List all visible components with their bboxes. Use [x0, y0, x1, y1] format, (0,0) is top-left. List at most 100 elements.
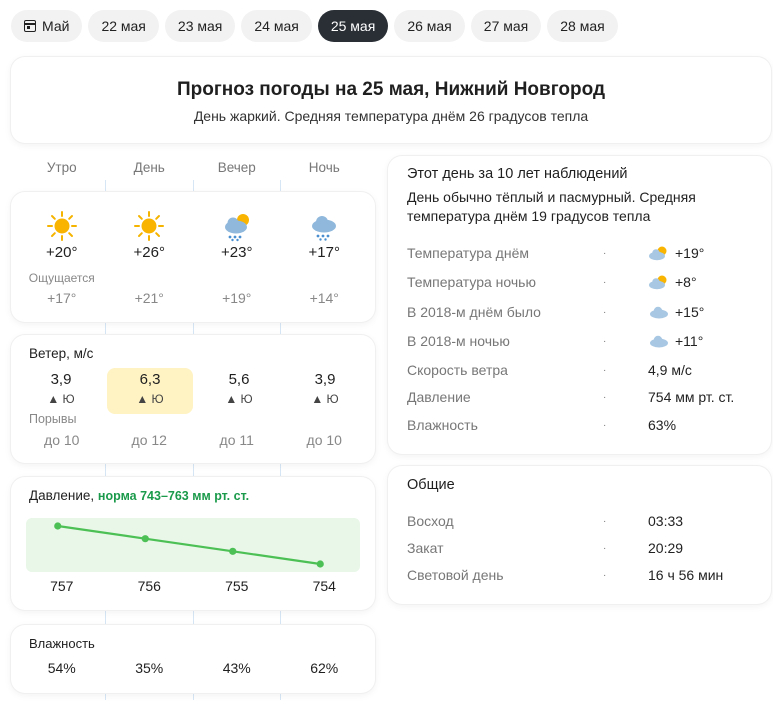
gusts-label: Порывы — [29, 412, 77, 426]
calendar-icon — [24, 20, 36, 32]
climate-row: В 2018-м ночью · +11° — [407, 333, 704, 349]
temperature-value: +26° — [133, 244, 165, 261]
climate-card: Этот день за 10 лет наблюдений День обыч… — [388, 156, 771, 454]
tab-22-may[interactable]: 22 мая — [88, 10, 159, 42]
period-day: День — [133, 160, 165, 175]
tab-28-may[interactable]: 28 мая — [547, 10, 618, 42]
wind-cell: 3,9 ▲ Ю — [282, 368, 368, 414]
gusts-row: до 10 до 12 до 11 до 10 — [18, 432, 368, 448]
feels-like-row: +17° +21° +19° +14° — [18, 290, 368, 306]
wind-speed: 3,9 — [50, 371, 72, 388]
gust-value: до 12 — [131, 432, 167, 448]
gust-value: до 10 — [44, 432, 80, 448]
feels-like-value: +21° — [134, 290, 164, 306]
pressure-title: Давление, норма 743–763 мм рт. ст. — [29, 488, 250, 503]
climate-description: День обычно тёплый и пасмурный. Средняя … — [407, 189, 696, 224]
climate-title: Этот день за 10 лет наблюдений — [407, 166, 628, 182]
wind-arrow-icon: ▲ — [47, 392, 60, 406]
temperature-value: +17° — [308, 244, 340, 261]
wind-speed: 5,6 — [228, 371, 250, 388]
wind-cell: 3,9 ▲ Ю — [18, 368, 104, 414]
pressure-chart — [26, 518, 360, 572]
sun-icon — [134, 211, 165, 241]
temperature-card — [11, 192, 375, 322]
tab-24-may[interactable]: 24 мая — [241, 10, 312, 42]
pressure-value: 755 — [225, 578, 249, 594]
tab-23-may[interactable]: 23 мая — [164, 10, 236, 42]
period-evening: Вечер — [217, 160, 256, 175]
tab-26-may[interactable]: 26 мая — [394, 10, 465, 42]
pressure-line — [57, 524, 321, 566]
wind-row: 3,9 ▲ Ю 6,3 ▲ Ю 5,6 ▲ Ю 3,9 ▲ Ю — [18, 368, 368, 414]
tab-27-may[interactable]: 27 мая — [470, 10, 542, 42]
period-morning: Утро — [46, 160, 77, 175]
temperature-cell: +20° — [18, 210, 106, 261]
pressure-point — [316, 560, 324, 568]
climate-row: Давление · 754 мм рт. ст. — [407, 389, 735, 405]
pressure-norm: норма 743–763 мм рт. ст. — [97, 489, 250, 503]
wind-card — [11, 335, 375, 463]
climate-row: Скорость ветра · 4,9 м/с — [407, 362, 692, 378]
cloud-sun-icon — [649, 275, 667, 290]
humidity-value: 54% — [47, 660, 76, 676]
wind-arrow-icon: ▲ — [311, 392, 324, 406]
humidity-title: Влажность — [29, 636, 95, 651]
page-subtitle: День жаркий. Средняя температура днём 26… — [193, 108, 589, 124]
pressure-row: 757 756 755 754 — [18, 578, 368, 594]
common-info-card: Общие Восход · 03:33 Закат · 20:29 Свето… — [388, 466, 771, 604]
cloud-icon — [650, 335, 668, 348]
temperature-cell: +17° — [281, 210, 369, 261]
wind-speed: 6,3 — [139, 371, 161, 388]
wind-title: Ветер, м/с — [29, 346, 94, 361]
tab-25-may[interactable]: 25 мая — [317, 10, 389, 42]
feels-like-value: +14° — [309, 290, 339, 306]
humidity-row: 54% 35% 43% 62% — [18, 660, 368, 676]
tab-may[interactable]: Май — [11, 10, 83, 42]
humidity-value: 43% — [222, 660, 251, 676]
date-tabs: Май 22 мая 23 мая 24 мая 25 мая 26 мая 2… — [11, 10, 618, 42]
wind-direction: Ю — [326, 392, 339, 406]
page-title: Прогноз погоды на 25 мая, Нижний Новгоро… — [176, 79, 606, 100]
wind-speed: 3,9 — [314, 371, 336, 388]
pressure-point — [54, 522, 62, 530]
temperature-row: +20° +26° +23° +17° — [18, 210, 368, 261]
common-row-daylight: Световой день · 16 ч 56 мин — [407, 567, 724, 583]
gust-value: до 10 — [306, 432, 342, 448]
gust-value: до 11 — [219, 432, 254, 448]
cloud-icon — [650, 306, 668, 319]
climate-row: В 2018-м днём было · +15° — [407, 304, 705, 320]
climate-row: Влажность · 63% — [407, 417, 677, 433]
feels-like-label: Ощущается — [28, 271, 95, 285]
pressure-value: 757 — [50, 578, 74, 594]
period-headers: Утро День Вечер Ночь — [18, 160, 368, 175]
cloud-sun-icon — [649, 246, 667, 261]
cloud-rain-icon — [312, 216, 337, 241]
cloud-sun-rain-icon — [224, 214, 249, 242]
wind-direction: Ю — [240, 392, 253, 406]
forecast-header-card: Прогноз погоды на 25 мая, Нижний Новгоро… — [11, 57, 771, 143]
pressure-value: 756 — [137, 578, 161, 594]
feels-like-value: +17° — [47, 290, 77, 306]
humidity-card — [11, 625, 375, 693]
temperature-value: +23° — [221, 244, 253, 261]
temperature-cell: +23° — [193, 210, 281, 261]
pressure-value: 754 — [312, 578, 336, 594]
wind-direction: Ю — [151, 392, 164, 406]
common-title: Общие — [407, 477, 455, 493]
humidity-value: 62% — [310, 660, 339, 676]
climate-row: Температура ночью · +8° — [407, 274, 697, 290]
climate-row: Температура днём · +19° — [407, 245, 705, 261]
common-row-sunrise: Восход · 03:33 — [407, 513, 684, 529]
pressure-point — [141, 535, 149, 543]
wind-cell-highlighted: 6,3 ▲ Ю — [107, 368, 193, 414]
common-row-sunset: Закат · 20:29 — [407, 540, 684, 556]
wind-arrow-icon: ▲ — [136, 392, 149, 406]
feels-like-value: +19° — [222, 290, 252, 306]
wind-direction: Ю — [62, 392, 75, 406]
period-night: Ночь — [308, 160, 340, 175]
pressure-point — [229, 547, 237, 555]
temperature-cell: +26° — [106, 210, 194, 261]
temperature-value: +20° — [46, 244, 78, 261]
sun-icon — [46, 211, 77, 241]
humidity-value: 35% — [135, 660, 164, 676]
